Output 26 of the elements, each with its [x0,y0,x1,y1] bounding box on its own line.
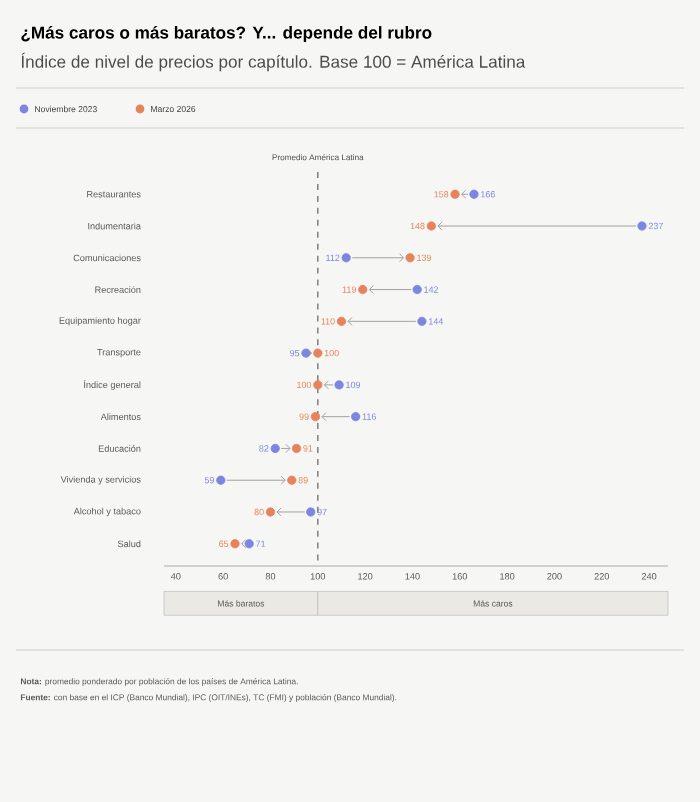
point [450,189,460,199]
chart-title: ¿Más caros o más baratos? Y... depende del rubro [21,25,432,43]
point [469,189,479,199]
point [417,316,427,326]
point [270,443,280,454]
point [426,221,436,231]
point [306,507,316,517]
point [358,284,368,295]
point [230,539,240,549]
point [287,475,297,485]
point [336,316,347,326]
point [310,412,321,422]
point [216,475,226,485]
point [341,253,351,263]
point [405,253,415,263]
point [351,412,361,422]
point [244,539,254,549]
point [313,380,323,390]
point [637,221,647,231]
point [291,443,302,454]
chart-subtitle: Índice de nivel de precios por capítulo. Base 100 = América Latina [21,52,526,72]
point [334,380,344,390]
point [265,507,276,517]
point [301,348,311,358]
point [412,284,422,295]
point [313,348,323,358]
